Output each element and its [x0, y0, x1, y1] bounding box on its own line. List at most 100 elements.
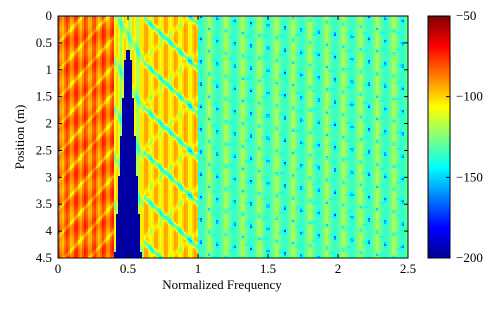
heatmap-cell: [128, 114, 130, 116]
heatmap-cell: [62, 196, 64, 198]
heatmap-cell: [94, 116, 96, 118]
heatmap-cell: [72, 236, 74, 238]
heatmap-cell: [66, 148, 68, 150]
heatmap-cell: [110, 104, 112, 106]
heatmap-cell: [84, 184, 86, 186]
heatmap-cell: [84, 162, 86, 164]
heatmap-cell: [134, 50, 136, 52]
heatmap-cell: [110, 92, 112, 94]
heatmap-cell: [106, 46, 108, 48]
heatmap-cell: [116, 254, 118, 256]
heatmap-cell: [92, 20, 94, 22]
heatmap-cell: [62, 44, 64, 46]
heatmap-cell: [90, 216, 92, 218]
heatmap-cell: [104, 88, 106, 90]
heatmap-cell: [120, 108, 122, 110]
heatmap-cell: [134, 238, 136, 240]
heatmap-cell: [66, 198, 68, 200]
heatmap-cell: [92, 236, 94, 238]
heatmap-cell: [118, 248, 120, 250]
heatmap-cell: [70, 40, 72, 42]
heatmap-cell: [106, 72, 108, 74]
heatmap-cell: [72, 112, 74, 114]
heatmap-cell: [64, 170, 66, 172]
heatmap-cell: [92, 60, 94, 62]
heatmap-cell: [124, 122, 126, 124]
heatmap-cell: [122, 182, 124, 184]
heatmap-cell: [138, 114, 140, 116]
heatmap-cell: [98, 110, 100, 112]
heatmap-cell: [70, 108, 72, 110]
heatmap-cell: [108, 68, 110, 70]
heatmap-cell: [78, 40, 80, 42]
heatmap-cell: [88, 22, 90, 24]
heatmap-cell: [94, 56, 96, 58]
heatmap-cell: [66, 110, 68, 112]
heatmap-cell: [134, 168, 136, 170]
heatmap-cell: [96, 40, 98, 42]
heatmap-cell: [116, 118, 118, 120]
heatmap-cell: [106, 98, 108, 100]
heatmap-cell: [60, 144, 62, 146]
heatmap-cell: [132, 186, 134, 188]
heatmap-cell: [134, 46, 136, 48]
heatmap-cell: [88, 100, 90, 102]
heatmap-cell: [130, 238, 132, 240]
heatmap-cell: [126, 208, 128, 210]
heatmap-cell: [114, 128, 116, 130]
heatmap-cell: [84, 54, 86, 56]
heatmap-cell: [82, 110, 84, 112]
heatmap-cell: [80, 114, 82, 116]
heatmap-cell: [66, 30, 68, 32]
heatmap-cell: [130, 188, 132, 190]
heatmap-cell: [86, 196, 88, 198]
heatmap-cell: [112, 150, 114, 152]
heatmap-cell: [88, 240, 90, 242]
heatmap-cell: [138, 188, 140, 190]
heatmap-cell: [124, 118, 126, 120]
heatmap-cell: [68, 168, 70, 170]
heatmap-cell: [126, 248, 128, 250]
heatmap-cell: [64, 58, 66, 60]
heatmap-cell: [74, 218, 76, 220]
heatmap-cell: [80, 236, 82, 238]
heatmap-cell: [80, 144, 82, 146]
heatmap-cell: [136, 176, 138, 178]
heatmap-cell: [104, 34, 106, 36]
heatmap-cell: [134, 132, 136, 134]
heatmap-cell: [102, 186, 104, 188]
heatmap-cell: [74, 64, 76, 66]
heatmap-cell: [76, 124, 78, 126]
heatmap-cell: [88, 140, 90, 142]
heatmap-cell: [84, 242, 86, 244]
heatmap-cell: [118, 58, 120, 60]
heatmap-cell: [90, 86, 92, 88]
heatmap-cell: [84, 82, 86, 84]
heatmap-cell: [140, 82, 142, 84]
heatmap-cell: [78, 252, 80, 254]
heatmap-cell: [76, 182, 78, 184]
heatmap-cell: [94, 114, 96, 116]
heatmap-cell: [138, 100, 140, 102]
heatmap-cell: [118, 198, 120, 200]
heatmap-cell: [104, 250, 106, 252]
heatmap-cell: [104, 220, 106, 222]
heatmap-cell: [130, 248, 132, 250]
heatmap-cell: [104, 254, 106, 256]
heatmap-cell: [78, 184, 80, 186]
heatmap-cell: [62, 252, 64, 254]
heatmap-cell: [78, 220, 80, 222]
heatmap-cell: [76, 228, 78, 230]
heatmap-cell: [68, 66, 70, 68]
heatmap-cell: [74, 20, 76, 22]
heatmap-cell: [102, 164, 104, 166]
heatmap-cell: [68, 156, 70, 158]
heatmap-cell: [128, 244, 130, 246]
heatmap-cell: [74, 62, 76, 64]
heatmap-cell: [116, 84, 118, 86]
heatmap-cell: [118, 190, 120, 192]
heatmap-cell: [126, 228, 128, 230]
heatmap-cell: [128, 82, 130, 84]
heatmap-cell: [132, 28, 134, 30]
heatmap-cell: [90, 182, 92, 184]
